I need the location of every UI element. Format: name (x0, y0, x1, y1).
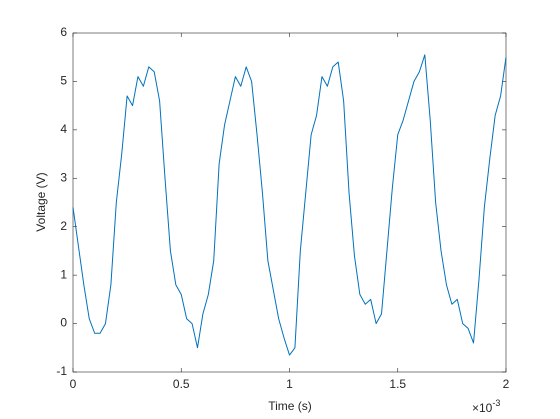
x-exponent: ×10-3 (472, 398, 500, 415)
y-tick-label: -1 (56, 364, 67, 378)
y-tick-label: 4 (60, 122, 67, 136)
x-tick-label: 1.5 (389, 377, 406, 391)
data-line (72, 54, 507, 356)
y-tick-label: 0 (60, 316, 67, 330)
x-tick-label: 1 (286, 377, 293, 391)
y-tick-label: 5 (60, 74, 67, 88)
y-tick-label: 2 (60, 219, 67, 233)
x-tick-label: 0.5 (173, 377, 190, 391)
x-tick-label: 0 (70, 377, 77, 391)
exponent-power: -3 (492, 398, 500, 408)
exponent-base: ×10 (472, 401, 493, 415)
y-tick-label: 6 (60, 25, 67, 39)
x-axis-label: Time (s) (268, 399, 312, 413)
y-tick-label: 3 (60, 170, 67, 184)
x-tick-label: 2 (503, 377, 510, 391)
y-axis-label: Voltage (V) (34, 172, 48, 231)
plot-box (72, 32, 507, 373)
y-tick-label: 1 (60, 267, 67, 281)
